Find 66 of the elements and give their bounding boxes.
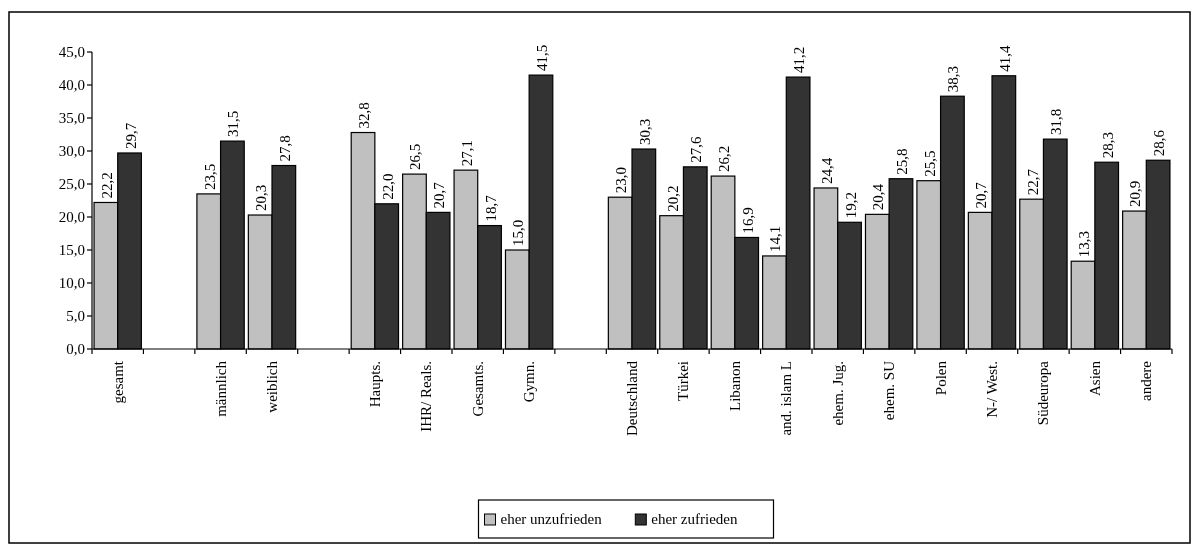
x-tick-label: Deutschland	[624, 360, 640, 436]
data-label: 41,5	[533, 44, 550, 72]
y-tick-label: 40,0	[58, 77, 85, 94]
data-label: 32,8	[356, 102, 373, 129]
x-tick-label: Gesamts.	[469, 361, 486, 417]
x-tick-label: Türkei	[675, 361, 692, 401]
data-label: 18,7	[482, 194, 499, 222]
data-label: 41,4	[996, 45, 1013, 72]
data-label: 28,6	[1151, 129, 1168, 157]
x-tick-label: N-/ West.	[984, 361, 1000, 418]
data-label: 31,8	[1048, 108, 1065, 136]
data-label: 25,5	[921, 150, 938, 177]
data-label: 31,5	[225, 110, 242, 138]
data-label: 20,7	[973, 181, 990, 209]
data-label: 23,0	[613, 166, 630, 194]
x-tick-label: ehem. Jug.	[829, 361, 846, 426]
x-tick-label: IHR/ Reals.	[418, 361, 435, 432]
data-label: 29,7	[122, 122, 139, 149]
x-tick-label: Südeuropa	[1035, 360, 1052, 426]
data-label: 27,8	[276, 135, 293, 162]
x-tick-label: männlich	[212, 360, 229, 417]
x-tick-label: Asien	[1086, 360, 1103, 396]
data-label: 16,9	[739, 207, 756, 234]
data-label: 41,2	[791, 46, 808, 74]
y-tick-label: 25,0	[58, 176, 85, 193]
x-tick-label: andere	[1138, 360, 1155, 401]
x-tick-label: Libanon	[726, 360, 743, 411]
legend-label: eher unzufrieden	[500, 511, 603, 527]
x-tick-label: weiblich	[264, 360, 280, 413]
data-label: 23,5	[201, 163, 218, 190]
y-tick-label: 45,0	[58, 44, 85, 61]
data-label: 20,9	[1127, 180, 1144, 208]
data-label: 19,2	[842, 192, 859, 219]
y-tick-label: 10,0	[58, 275, 85, 292]
y-tick-label: 30,0	[58, 143, 85, 160]
data-label: 22,0	[379, 173, 396, 200]
x-tick-label: gesamt	[109, 360, 126, 404]
data-label: 20,3	[253, 184, 270, 212]
data-label: 24,4	[818, 157, 835, 184]
data-label: 27,1	[458, 139, 475, 167]
y-tick-label: 0,0	[66, 341, 85, 358]
y-tick-label: 15,0	[58, 242, 85, 259]
data-label: 30,3	[636, 118, 653, 146]
data-label: 14,1	[767, 225, 784, 252]
data-label: 28,3	[1099, 131, 1116, 159]
x-tick-label: Polen	[932, 360, 949, 396]
data-label: 27,6	[688, 136, 705, 163]
x-tick-label: and. islam L	[778, 361, 795, 436]
data-label: 20,7	[431, 181, 448, 209]
data-label: 20,4	[870, 183, 887, 211]
data-label: 25,8	[893, 148, 910, 175]
data-label: 20,2	[664, 185, 681, 212]
legend-label: eher zufrieden	[651, 511, 738, 527]
data-label: 26,5	[407, 143, 424, 171]
x-tick-label: ehem. SU	[881, 360, 898, 421]
data-label: 26,2	[716, 145, 733, 173]
x-tick-label: Haupts.	[366, 361, 383, 408]
data-label: 15,0	[510, 219, 527, 246]
y-tick-label: 20,0	[58, 209, 85, 226]
data-label: 13,3	[1076, 230, 1093, 258]
x-tick-label: Gymn.	[521, 361, 538, 403]
data-label: 22,2	[98, 172, 115, 199]
data-label: 38,3	[945, 65, 962, 93]
data-label: 22,7	[1024, 168, 1041, 196]
y-tick-label: 5,0	[66, 308, 85, 325]
y-tick-label: 35,0	[58, 110, 85, 127]
